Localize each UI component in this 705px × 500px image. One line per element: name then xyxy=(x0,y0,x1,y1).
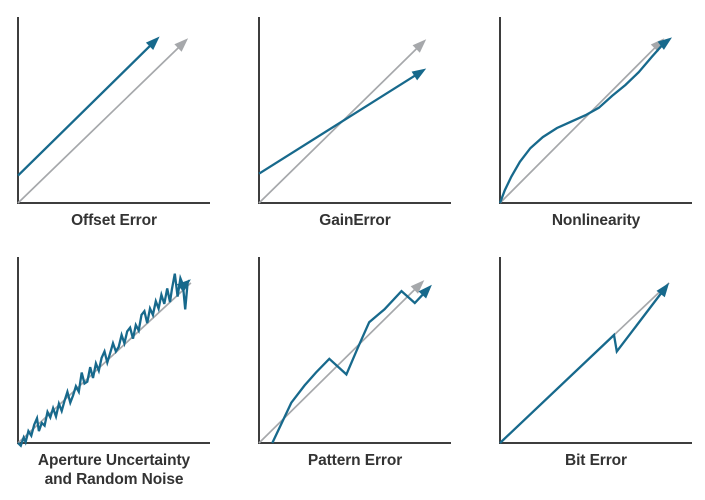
chart-offset-error: Offset Error xyxy=(8,14,223,230)
pattern-error-plot xyxy=(258,257,451,444)
noisy-signal-line xyxy=(17,273,190,448)
chart-aperture-uncertainty: Aperture Uncertainty and Random Noise xyxy=(8,254,223,490)
chart-gain-error: GainError xyxy=(249,14,464,230)
chart-caption: Bit Error xyxy=(490,451,702,470)
offset-signal-line-arrowhead xyxy=(145,36,160,50)
chart-title: Bit Error xyxy=(565,452,627,469)
chart-pattern-error: Pattern Error xyxy=(249,254,464,470)
ideal-transfer-line-arrowhead xyxy=(410,280,425,294)
chart-title-line-1: Aperture Uncertainty xyxy=(37,452,191,469)
chart-caption: Offset Error xyxy=(8,211,220,230)
chart-bit-error: Bit Error xyxy=(490,254,705,470)
chart-caption: Aperture Uncertainty and Random Noise xyxy=(8,451,220,490)
bit-error-signal-line xyxy=(499,289,665,444)
chart-caption: GainError xyxy=(249,211,461,230)
chart-title: GainError xyxy=(319,212,391,229)
ideal-transfer-line xyxy=(499,44,659,204)
ideal-transfer-line xyxy=(17,43,183,204)
pattern-signal-line-arrowhead xyxy=(418,284,432,299)
nonlinear-signal-curve xyxy=(498,41,666,204)
pattern-signal-line xyxy=(271,289,427,444)
nonlinear-signal-curve-arrowhead xyxy=(657,37,672,50)
chart-caption: Pattern Error xyxy=(249,451,461,470)
offset-signal-line xyxy=(17,41,154,177)
ideal-transfer-line-arrowhead xyxy=(412,39,427,53)
gain-signal-line xyxy=(258,72,420,175)
chart-title-line-2: and Random Noise xyxy=(44,471,184,489)
aperture-uncertainty-plot xyxy=(17,257,210,448)
bit-error-signal-line-arrowhead xyxy=(656,282,670,298)
nonlinearity-plot xyxy=(498,17,692,204)
chart-title: Pattern Error xyxy=(307,452,403,469)
bit-error-plot xyxy=(499,257,692,444)
chart-title: Nonlinearity xyxy=(551,212,641,229)
ideal-transfer-line-arrowhead xyxy=(174,38,189,52)
ideal-transfer-line xyxy=(17,282,192,444)
chart-caption: Nonlinearity xyxy=(490,211,702,230)
noisy-signal-line-arrowhead xyxy=(176,279,191,293)
chart-title: Offset Error xyxy=(71,212,157,229)
gain-error-plot xyxy=(258,17,451,204)
gain-signal-line-arrowhead xyxy=(411,68,427,81)
chart-nonlinearity: Nonlinearity xyxy=(490,14,705,230)
offset-error-plot xyxy=(17,17,210,204)
